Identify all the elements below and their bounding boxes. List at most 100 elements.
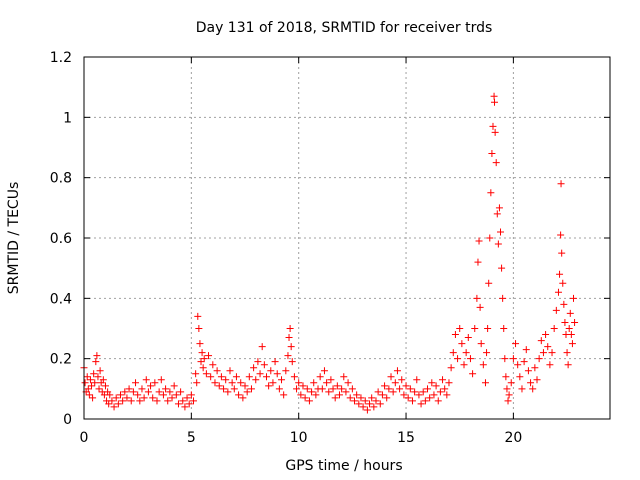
data-point bbox=[474, 258, 482, 266]
data-point bbox=[121, 388, 129, 396]
data-point bbox=[559, 279, 567, 287]
data-point bbox=[84, 385, 92, 393]
data-point bbox=[415, 391, 423, 399]
data-point bbox=[464, 334, 472, 342]
data-point bbox=[136, 397, 144, 405]
data-point bbox=[92, 358, 100, 366]
data-point bbox=[287, 343, 295, 351]
data-point bbox=[514, 361, 522, 369]
data-point bbox=[199, 364, 207, 372]
data-point bbox=[323, 379, 331, 387]
data-point bbox=[155, 388, 163, 396]
data-point bbox=[86, 376, 94, 384]
data-point bbox=[196, 340, 204, 348]
data-point bbox=[498, 264, 506, 272]
data-point bbox=[85, 391, 93, 399]
data-point bbox=[383, 394, 391, 402]
data-point bbox=[537, 337, 545, 345]
plot-frame bbox=[83, 56, 611, 420]
data-point bbox=[497, 228, 505, 236]
data-point bbox=[114, 400, 122, 408]
data-point bbox=[329, 385, 337, 393]
data-point bbox=[561, 318, 569, 326]
data-point bbox=[550, 325, 558, 332]
data-point bbox=[101, 382, 109, 390]
data-point bbox=[479, 361, 487, 369]
data-point bbox=[245, 373, 253, 381]
data-point bbox=[179, 397, 187, 405]
data-point bbox=[140, 394, 148, 402]
data-point bbox=[501, 355, 509, 363]
data-point bbox=[441, 385, 449, 393]
data-point bbox=[278, 376, 286, 384]
data-point bbox=[254, 358, 262, 366]
data-point bbox=[443, 391, 451, 399]
data-point bbox=[570, 294, 578, 302]
data-point bbox=[502, 373, 510, 381]
data-point bbox=[560, 300, 568, 308]
data-point bbox=[363, 406, 371, 414]
data-point bbox=[95, 385, 103, 393]
data-point bbox=[205, 352, 213, 360]
grid-lines bbox=[84, 57, 610, 419]
data-point bbox=[351, 397, 359, 405]
data-point bbox=[389, 388, 397, 396]
data-point bbox=[428, 379, 436, 387]
data-point bbox=[381, 382, 389, 390]
data-point bbox=[293, 385, 301, 393]
data-point bbox=[280, 391, 288, 399]
data-point bbox=[258, 343, 266, 351]
data-point bbox=[153, 397, 161, 405]
data-point bbox=[346, 394, 354, 402]
data-point bbox=[162, 385, 170, 393]
data-point bbox=[504, 397, 512, 405]
data-point bbox=[398, 376, 406, 384]
data-point bbox=[222, 376, 230, 384]
data-point bbox=[209, 361, 217, 369]
data-point bbox=[475, 237, 483, 245]
data-point bbox=[568, 340, 576, 348]
data-point bbox=[402, 382, 410, 390]
data-point bbox=[548, 349, 556, 357]
data-point bbox=[344, 379, 352, 387]
data-point bbox=[91, 379, 99, 387]
data-point bbox=[213, 367, 221, 375]
data-point bbox=[132, 379, 140, 387]
data-point bbox=[239, 394, 247, 402]
data-point bbox=[458, 340, 466, 348]
data-point bbox=[217, 373, 225, 381]
data-point bbox=[105, 400, 113, 408]
data-point bbox=[512, 340, 520, 348]
data-point bbox=[174, 400, 182, 408]
data-point bbox=[490, 98, 498, 106]
data-point bbox=[333, 382, 341, 390]
data-point bbox=[439, 376, 447, 384]
data-point bbox=[123, 394, 131, 402]
data-point bbox=[471, 325, 479, 332]
data-point bbox=[495, 204, 503, 212]
data-point bbox=[265, 382, 273, 390]
y-tick-label: 1.2 bbox=[50, 50, 72, 66]
data-point bbox=[490, 92, 498, 100]
data-point bbox=[187, 391, 195, 399]
data-point bbox=[430, 391, 438, 399]
data-point bbox=[284, 352, 292, 360]
data-point bbox=[552, 306, 560, 314]
data-point bbox=[269, 379, 277, 387]
data-point bbox=[557, 231, 565, 239]
data-point bbox=[282, 367, 290, 375]
axis-ticks bbox=[83, 56, 610, 420]
data-point bbox=[413, 376, 421, 384]
data-point bbox=[290, 373, 298, 381]
data-point bbox=[88, 382, 96, 390]
data-point bbox=[544, 343, 552, 351]
data-point bbox=[491, 128, 499, 136]
data-point bbox=[183, 394, 191, 402]
data-point bbox=[138, 385, 146, 393]
data-point bbox=[449, 349, 457, 357]
data-point bbox=[376, 400, 384, 408]
data-point bbox=[312, 391, 320, 399]
data-point bbox=[406, 385, 414, 393]
data-point bbox=[232, 373, 240, 381]
data-points bbox=[80, 92, 579, 414]
